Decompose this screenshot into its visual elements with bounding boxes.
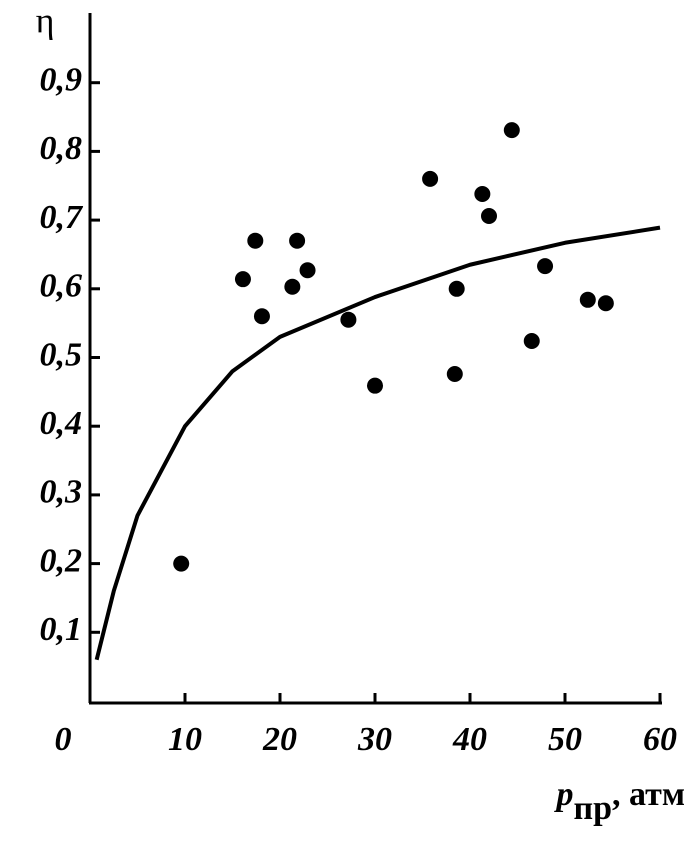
point bbox=[299, 262, 316, 279]
y-tick-label: 0,4 bbox=[40, 405, 83, 442]
y-tick-label: 0,1 bbox=[40, 611, 83, 648]
point bbox=[234, 271, 251, 288]
fit-curve bbox=[94, 225, 661, 661]
x-tick-label: 40 bbox=[452, 721, 487, 758]
x-tick-label: 50 bbox=[548, 721, 582, 758]
point bbox=[537, 258, 554, 275]
x-tick-label: 0 bbox=[55, 721, 72, 758]
y-axis-label: η bbox=[36, 0, 55, 40]
x-axis-label: pпр, атм bbox=[554, 776, 685, 827]
point bbox=[523, 333, 540, 350]
y-tick-label: 0,8 bbox=[40, 130, 83, 167]
x-label-unit: , атм bbox=[612, 776, 685, 813]
point bbox=[579, 291, 596, 308]
x-tick-label: 20 bbox=[262, 721, 297, 758]
point bbox=[340, 311, 357, 328]
point bbox=[367, 377, 383, 394]
y-tick-label: 0,5 bbox=[40, 336, 83, 373]
point bbox=[253, 308, 270, 325]
point bbox=[173, 555, 190, 572]
point bbox=[481, 207, 497, 224]
y-tick-label: 0,7 bbox=[40, 199, 85, 236]
y-tick-label: 0,9 bbox=[40, 61, 83, 98]
point bbox=[597, 295, 614, 312]
point bbox=[289, 232, 306, 249]
x-label-symbol: p bbox=[554, 776, 574, 813]
point bbox=[284, 278, 301, 295]
point bbox=[503, 122, 520, 139]
point bbox=[247, 232, 264, 249]
point bbox=[474, 185, 491, 202]
x-tick-label: 10 bbox=[168, 721, 202, 758]
x-label-subscript: пр bbox=[574, 790, 613, 827]
point bbox=[422, 170, 439, 187]
y-tick-label: 0,6 bbox=[40, 268, 83, 305]
y-tick-label: 0,3 bbox=[40, 474, 83, 511]
x-tick-label: 60 bbox=[643, 721, 677, 758]
point bbox=[448, 280, 465, 297]
point bbox=[446, 365, 463, 382]
x-tick-label: 30 bbox=[357, 721, 392, 758]
y-tick-label: 0,2 bbox=[40, 542, 83, 579]
